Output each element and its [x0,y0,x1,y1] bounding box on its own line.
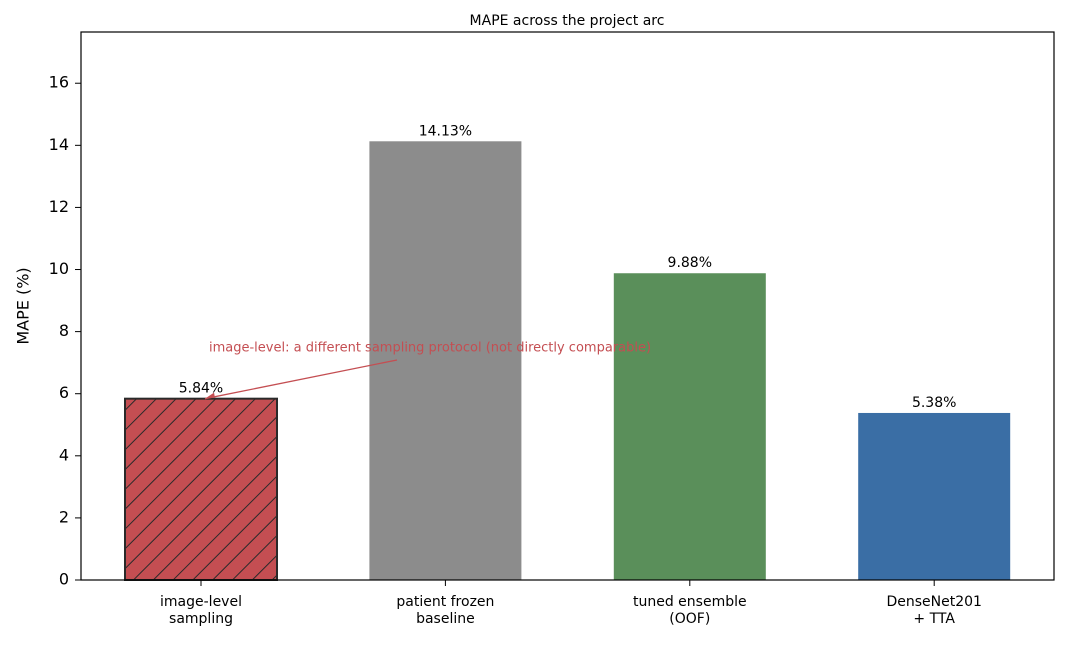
x-tick-label-line: patient frozen [396,594,494,610]
x-tick-label: patient frozen baseline [396,594,494,627]
y-tick-label: 6 [59,383,69,402]
x-tick-label-line: baseline [416,611,475,627]
y-tick-label: 0 [59,570,69,589]
plot-frame [80,31,1055,581]
y-tick-label: 8 [59,321,69,340]
value-label: 14.13% [419,123,472,139]
x-tick-label-line: + TTA [913,611,955,627]
x-tick-label: DenseNet201 + TTA [886,594,981,627]
value-label: 5.38% [912,395,956,411]
x-tick-label: tuned ensemble (OOF) [633,594,747,627]
bar [858,412,1011,580]
value-label: 9.88% [668,255,712,271]
annotation: image-level: a different sampling protoc… [209,341,651,356]
annotation-arrow [204,359,398,400]
y-tick-label: 12 [49,197,69,216]
y-tick-label: 16 [49,73,69,92]
annotation-arrowhead [205,392,215,399]
x-tick-label-line: tuned ensemble [633,594,747,610]
bar [613,273,766,580]
y-tick-label: 14 [49,135,69,154]
x-tick-label-line: DenseNet201 [886,594,981,610]
y-axis-label: MAPE (%) [14,267,33,344]
y-tick-label: 2 [59,507,69,526]
y-tick-label: 4 [59,445,69,464]
x-tick-label-line: image-level [160,594,242,610]
value-label: 5.84% [179,381,223,397]
y-tick-label: 10 [49,259,69,278]
chart-title: MAPE across the project arc [470,13,665,29]
x-tick-label-line: sampling [169,611,233,627]
bar-hatch [124,397,278,581]
x-tick-label: image-level sampling [160,594,242,627]
x-tick-label-line: (OOF) [669,611,710,627]
